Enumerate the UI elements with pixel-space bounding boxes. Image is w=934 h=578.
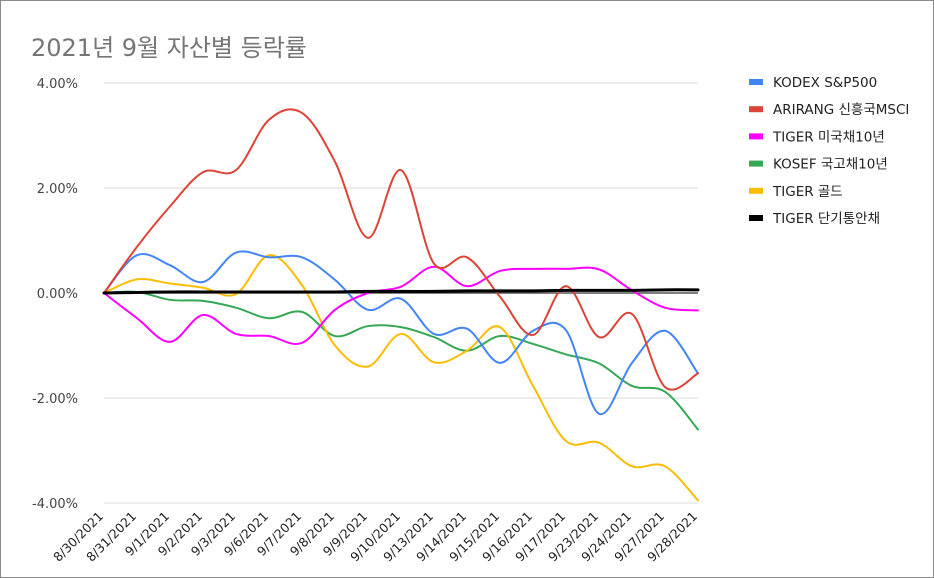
y-axis-ticks: 4.00% 2.00% 0.00% -2.00% -4.00% — [32, 77, 78, 512]
legend-swatch — [749, 215, 763, 221]
legend-swatch — [749, 133, 763, 140]
series-line-4 — [103, 254, 699, 502]
legend-label: ARIRANG 신흥국MSCI — [773, 102, 909, 118]
legend-label: TIGER 미국채10년 — [772, 129, 885, 145]
chart-title: 2021년 9월 자산별 등락률 — [31, 34, 307, 62]
y-tick-label: 0.00% — [37, 287, 78, 302]
series-line-3 — [103, 290, 699, 431]
legend: KODEX S&P500 ARIRANG 신흥국MSCI TIGER 미국채10년 K… — [749, 75, 909, 227]
legend-label: TIGER 단기통안채 — [772, 211, 880, 227]
legend-label: TIGER 골드 — [772, 184, 843, 200]
series-line-0 — [103, 250, 699, 415]
y-tick-label: 4.00% — [37, 77, 78, 92]
series-lines — [102, 108, 700, 502]
series-line-2 — [103, 265, 699, 345]
y-tick-label: -4.00% — [32, 497, 78, 512]
y-tick-label: 2.00% — [37, 182, 78, 197]
x-axis-ticks: 8/30/20218/31/20219/1/20219/2/20219/3/20… — [50, 509, 700, 565]
legend-label: KODEX S&P500 — [773, 75, 877, 91]
legend-swatch — [749, 106, 763, 113]
legend-swatch — [749, 79, 763, 85]
y-tick-label: -2.00% — [32, 392, 78, 407]
series-line-5 — [102, 288, 700, 295]
series-line-1 — [103, 108, 699, 391]
legend-swatch — [749, 187, 763, 194]
legend-label: KOSEF 국고채10년 — [773, 157, 888, 173]
legend-swatch — [749, 160, 763, 167]
